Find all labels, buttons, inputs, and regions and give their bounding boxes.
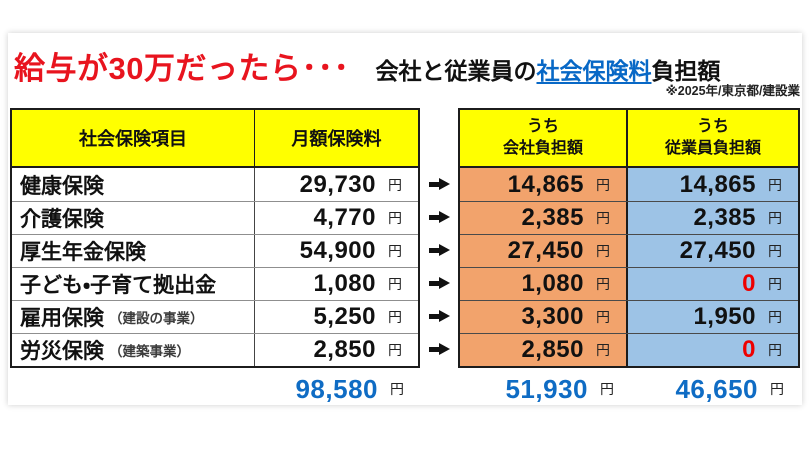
company-amount: 27,450 bbox=[507, 237, 584, 264]
arrow-right-icon bbox=[428, 343, 450, 356]
arrow-right-icon bbox=[428, 277, 450, 290]
arrow-right-icon bbox=[428, 211, 450, 224]
unit-label: 円 bbox=[388, 309, 402, 325]
table-row: 3,300 円 1,950 円 bbox=[460, 300, 798, 333]
arrow-right-icon bbox=[428, 178, 450, 191]
unit-label: 円 bbox=[388, 243, 402, 259]
monthly-amount: 54,900 bbox=[299, 237, 376, 264]
employee-amount: 0 bbox=[742, 270, 756, 297]
monthly-amount: 1,080 bbox=[313, 270, 376, 297]
employee-amount: 14,865 bbox=[679, 170, 756, 198]
subtitle-link[interactable]: 社会保険料 bbox=[536, 58, 652, 84]
arrow-column bbox=[420, 168, 458, 366]
unit-label: 円 bbox=[596, 276, 610, 292]
row-label: 労災保険 bbox=[20, 340, 104, 363]
col-header-company: うち 会社負担額 bbox=[460, 110, 628, 168]
unit-label: 円 bbox=[768, 176, 782, 193]
unit-label: 円 bbox=[770, 381, 784, 397]
source-note: ※2025年/東京都/建設業 bbox=[665, 84, 800, 98]
unit-label: 円 bbox=[388, 342, 402, 358]
col-header-item: 社会保険項目 bbox=[12, 110, 255, 168]
row-label: 子ども・子育て拠出金 bbox=[20, 274, 217, 297]
monthly-amount: 5,250 bbox=[313, 303, 376, 330]
unit-label: 円 bbox=[596, 176, 610, 193]
table-row: 子ども・子育て拠出金 1,080 円 bbox=[12, 267, 418, 300]
company-amount: 3,300 bbox=[521, 303, 584, 330]
arrow-right-icon bbox=[428, 244, 450, 257]
table-row: 厚生年金保険 54,900 円 bbox=[12, 234, 418, 267]
slide: 給与が30万だったら･･･ 会社と従業員の社会保険料負担額 ※2025年/東京都… bbox=[8, 33, 802, 405]
unit-label: 円 bbox=[768, 309, 782, 325]
row-sublabel: （建設の事業） bbox=[109, 311, 204, 326]
subtitle: 会社と従業員の社会保険料負担額 bbox=[375, 52, 720, 86]
row-label: 介護保険 bbox=[20, 208, 104, 231]
unit-label: 円 bbox=[596, 210, 610, 226]
unit-label: 円 bbox=[390, 381, 404, 397]
table-row: 介護保険 4,770 円 bbox=[12, 201, 418, 234]
page-title: 給与が30万だったら･･･ bbox=[14, 51, 350, 86]
row-label: 雇用保険 bbox=[20, 307, 104, 330]
unit-label: 円 bbox=[388, 276, 402, 292]
table-row: 健康保険 29,730 円 bbox=[12, 168, 418, 201]
unit-label: 円 bbox=[768, 342, 782, 358]
table-row: 14,865 円 14,865 円 bbox=[460, 168, 798, 201]
unit-label: 円 bbox=[596, 309, 610, 325]
row-label: 健康保険 bbox=[20, 174, 104, 198]
unit-label: 円 bbox=[768, 210, 782, 226]
monthly-amount: 4,770 bbox=[313, 204, 376, 231]
company-amount: 2,850 bbox=[521, 336, 584, 363]
subtitle-suffix: 負担額 bbox=[651, 58, 721, 84]
subtitle-prefix: 会社と従業員の bbox=[375, 58, 537, 84]
employee-amount: 27,450 bbox=[679, 237, 756, 264]
employee-amount: 0 bbox=[742, 336, 756, 363]
title-row: 給与が30万だったら･･･ 会社と従業員の社会保険料負担額 bbox=[14, 43, 720, 88]
premium-table-right: うち 会社負担額 うち 従業員負担額 14,865 円 14,865 円 2,385 円 … bbox=[458, 108, 800, 368]
totals-row: 98,580 円 51,930 円 46,650 円 bbox=[10, 371, 800, 407]
unit-label: 円 bbox=[388, 176, 402, 193]
monthly-amount: 29,730 bbox=[299, 170, 376, 198]
row-sublabel: （建築事業） bbox=[109, 344, 190, 359]
left-table-header: 社会保険項目 月額保険料 bbox=[12, 110, 418, 168]
right-table-header: うち 会社負担額 うち 従業員負担額 bbox=[460, 110, 798, 168]
company-amount: 2,385 bbox=[521, 204, 584, 231]
total-monthly: 98,580 bbox=[295, 373, 378, 404]
total-employee: 46,650 bbox=[675, 373, 758, 404]
company-amount: 14,865 bbox=[507, 170, 584, 198]
employee-amount: 2,385 bbox=[693, 204, 756, 231]
arrow-right-icon bbox=[428, 310, 450, 323]
employee-amount: 1,950 bbox=[693, 303, 756, 330]
monthly-amount: 2,850 bbox=[313, 336, 376, 363]
unit-label: 円 bbox=[596, 342, 610, 358]
company-amount: 1,080 bbox=[521, 270, 584, 297]
row-label: 厚生年金保険 bbox=[20, 241, 146, 264]
unit-label: 円 bbox=[388, 210, 402, 226]
total-company: 51,930 bbox=[505, 373, 588, 404]
unit-label: 円 bbox=[768, 276, 782, 292]
table-row: 労災保険 （建築事業） 2,850 円 bbox=[12, 333, 418, 366]
table-row: 27,450 円 27,450 円 bbox=[460, 234, 798, 267]
col-header-monthly: 月額保険料 bbox=[255, 110, 418, 168]
unit-label: 円 bbox=[600, 381, 614, 397]
unit-label: 円 bbox=[596, 243, 610, 259]
premium-table-left: 社会保険項目 月額保険料 健康保険 29,730 円 介護保険 4,770 円 厚生… bbox=[10, 108, 420, 368]
unit-label: 円 bbox=[768, 243, 782, 259]
table-row: 2,385 円 2,385 円 bbox=[460, 201, 798, 234]
table-row: 雇用保険 （建設の事業） 5,250 円 bbox=[12, 300, 418, 333]
col-header-employee: うち 従業員負担額 bbox=[628, 110, 798, 168]
